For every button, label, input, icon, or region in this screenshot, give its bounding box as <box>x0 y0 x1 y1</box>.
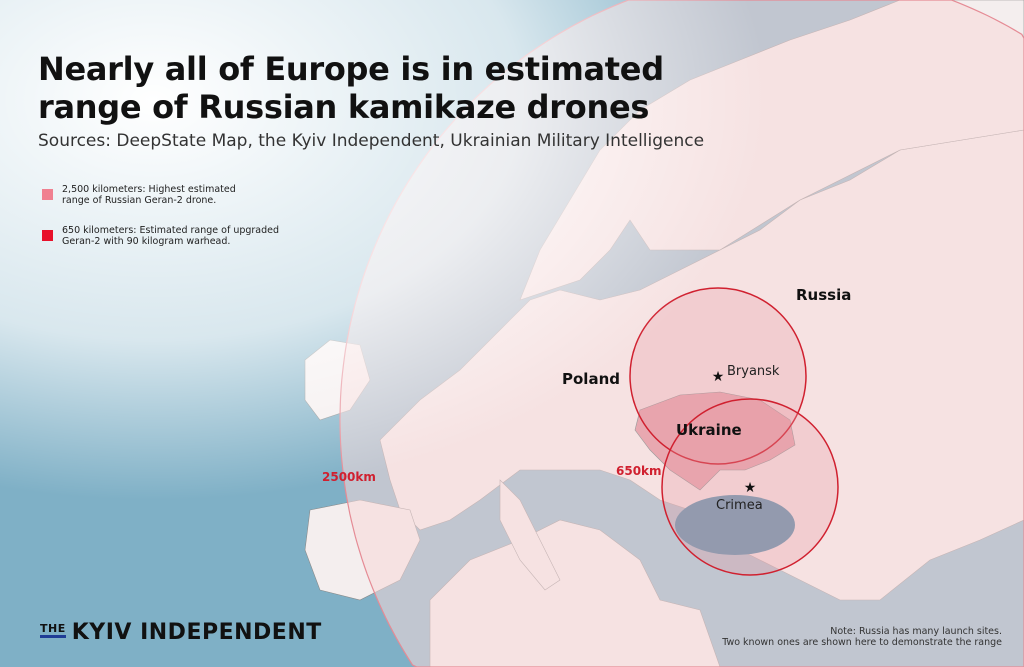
page-title: Nearly all of Europe is in estimated ran… <box>38 50 664 126</box>
legend-item-2500km: 2,500 kilometers: Highest estimated range… <box>42 184 322 206</box>
note: Note: Russia has many launch sites. Two … <box>722 626 1002 648</box>
legend-text: range of Russian Geran-2 drone. <box>62 195 217 206</box>
note-line: Two known ones are shown here to demonst… <box>722 637 1002 648</box>
legend-item-650km: 650 kilometers: Estimated range of upgra… <box>42 225 322 247</box>
label-crimea: Crimea <box>716 498 763 513</box>
label-2500km: 2500km <box>322 470 376 484</box>
sources: Sources: DeepState Map, the Kyiv Indepen… <box>38 131 705 151</box>
label-bryansk: Bryansk <box>727 364 780 379</box>
title-line: range of Russian kamikaze drones <box>38 88 650 126</box>
label-russia: Russia <box>796 286 852 304</box>
legend-text: 650 kilometers: Estimated range of upgra… <box>62 225 280 236</box>
label-650km: 650km <box>616 464 662 478</box>
legend-text: 2,500 kilometers: Highest estimated <box>62 184 236 195</box>
legend-swatch <box>42 230 53 241</box>
star-icon: ★ <box>712 369 725 385</box>
logo-the: THE <box>40 622 66 638</box>
note-line: Note: Russia has many launch sites. <box>830 626 1002 637</box>
label-poland: Poland <box>562 370 620 388</box>
legend-swatch <box>42 189 53 200</box>
label-ukraine: Ukraine <box>676 421 742 439</box>
star-icon: ★ <box>744 480 757 496</box>
title-line: Nearly all of Europe is in estimated <box>38 50 664 88</box>
logo-name: KYIV INDEPENDENT <box>71 620 322 645</box>
kyiv-independent-logo: THE KYIV INDEPENDENT <box>40 620 322 645</box>
legend-text: Geran-2 with 90 kilogram warhead. <box>62 236 231 247</box>
